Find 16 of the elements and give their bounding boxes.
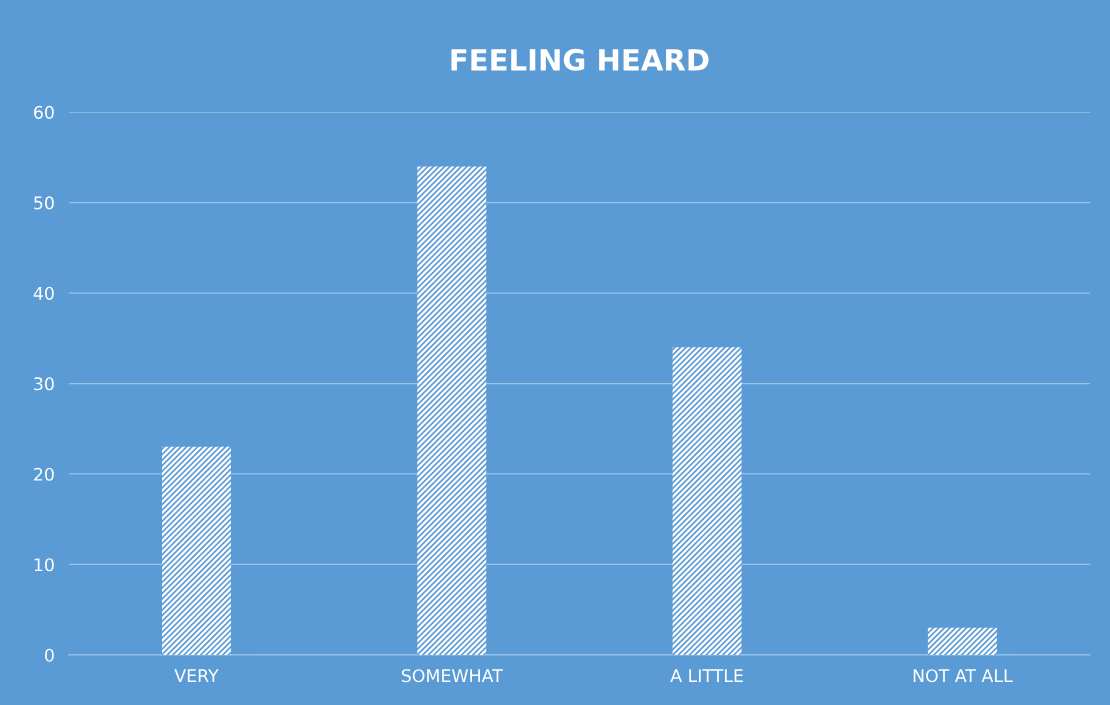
y-tick-label: 50 xyxy=(34,196,54,210)
x-tick-label: SOMEWHAT xyxy=(401,669,503,683)
x-tick-label: A LITTLE xyxy=(670,669,743,683)
chart-title: FEELING HEARD xyxy=(451,48,709,71)
y-tick-label: 10 xyxy=(34,558,54,572)
y-tick-label: 0 xyxy=(45,648,54,662)
bar xyxy=(162,446,231,655)
bar xyxy=(672,347,742,655)
y-tick-label: 40 xyxy=(33,286,54,300)
x-tick-label: NOT AT ALL xyxy=(913,669,1013,683)
x-tick-label: VERY xyxy=(174,669,219,683)
y-tick-label: 20 xyxy=(34,467,54,481)
bar xyxy=(927,627,997,655)
y-tick-label: 60 xyxy=(34,105,54,119)
y-tick-label: 30 xyxy=(34,377,54,391)
bar xyxy=(417,166,487,655)
